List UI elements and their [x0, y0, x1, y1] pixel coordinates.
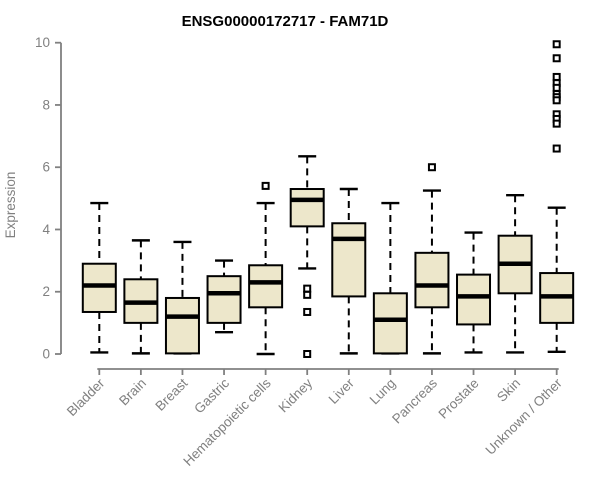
outlier-point: [552, 119, 561, 128]
x-category-label: Gastric: [191, 375, 232, 416]
boxplot-pancreas: [414, 163, 450, 355]
iqr-box: [289, 188, 325, 228]
iqr-box: [456, 273, 492, 326]
x-category-label: Unknown / Other: [483, 375, 566, 458]
outlier-point: [552, 83, 561, 92]
iqr-box: [164, 296, 200, 355]
iqr-box: [331, 222, 367, 298]
y-tick-label: 8: [42, 97, 50, 112]
chart-title: ENSG00000172717 - FAM71D: [182, 13, 389, 30]
x-category-label: Brain: [116, 376, 149, 409]
x-category-label: Liver: [326, 375, 358, 407]
outlier-point: [303, 284, 312, 293]
x-category-label: Lung: [367, 376, 399, 408]
boxplot-lung: [372, 201, 408, 355]
iqr-box: [81, 262, 117, 313]
boxplot-kidney: [289, 155, 325, 358]
y-tick-label: 0: [42, 347, 50, 362]
outlier-point: [552, 96, 561, 105]
boxes-layer: [81, 40, 575, 358]
x-category-label: Breast: [152, 375, 190, 413]
boxplot-brain: [123, 239, 159, 355]
x-category-label: Prostate: [435, 376, 481, 422]
outlier-point: [303, 307, 312, 316]
x-category-label: Kidney: [276, 375, 316, 415]
y-axis-title: Expression: [3, 172, 18, 239]
outlier-point: [303, 290, 312, 299]
boxplot-gastric: [206, 259, 242, 334]
x-category-label: Skin: [494, 376, 523, 405]
boxplot-skin: [497, 194, 533, 354]
boxplot-hematopoietic-cells: [248, 181, 284, 356]
outlier-point: [552, 144, 561, 153]
outlier-point: [427, 163, 436, 172]
y-tick-label: 2: [42, 284, 50, 299]
x-category-label: Bladder: [64, 375, 108, 419]
y-tick-label: 4: [42, 222, 50, 237]
boxplot-unknown-other: [539, 40, 575, 354]
iqr-box: [414, 251, 450, 309]
x-category-label: Pancreas: [389, 375, 440, 426]
boxplot-breast: [164, 240, 200, 355]
iqr-box: [372, 292, 408, 355]
boxplot-prostate: [456, 231, 492, 354]
outlier-point: [552, 72, 561, 81]
outlier-point: [303, 350, 312, 358]
y-tick-label: 6: [42, 160, 50, 175]
outlier-point: [261, 181, 270, 190]
boxplot-bladder: [81, 201, 117, 354]
y-tick-label: 10: [35, 35, 50, 50]
outlier-point: [552, 40, 561, 49]
iqr-box: [206, 275, 242, 324]
outlier-point: [552, 54, 561, 63]
boxplot-liver: [331, 187, 367, 355]
iqr-box: [248, 264, 284, 309]
